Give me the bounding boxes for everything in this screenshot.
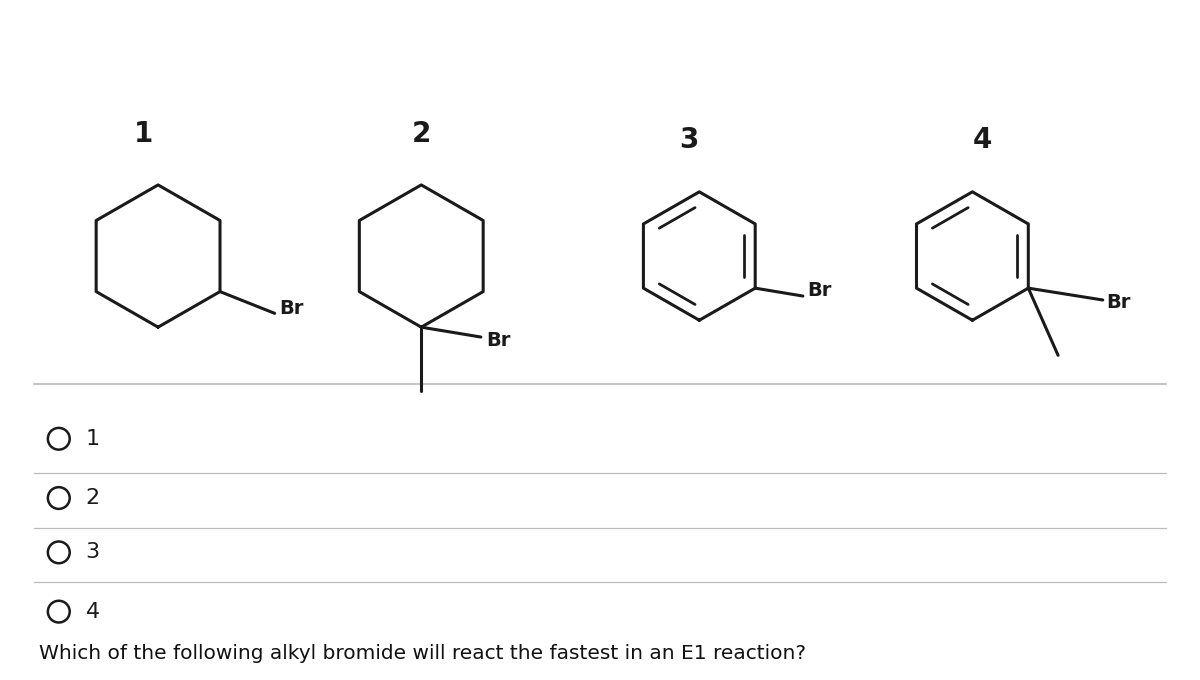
Text: Which of the following alkyl bromide will react the fastest in an E1 reaction?: Which of the following alkyl bromide wil… [38,644,806,663]
Text: 4: 4 [85,602,100,622]
Text: Br: Br [486,330,510,350]
Text: Br: Br [1106,294,1132,312]
Text: Br: Br [280,299,304,318]
Text: 4: 4 [973,126,992,154]
Text: 1: 1 [85,429,100,449]
Text: 3: 3 [679,126,700,154]
Text: 1: 1 [133,120,152,148]
Text: 2: 2 [85,488,100,508]
Text: 2: 2 [412,120,431,148]
Text: 3: 3 [85,543,100,562]
Text: Br: Br [806,281,832,300]
